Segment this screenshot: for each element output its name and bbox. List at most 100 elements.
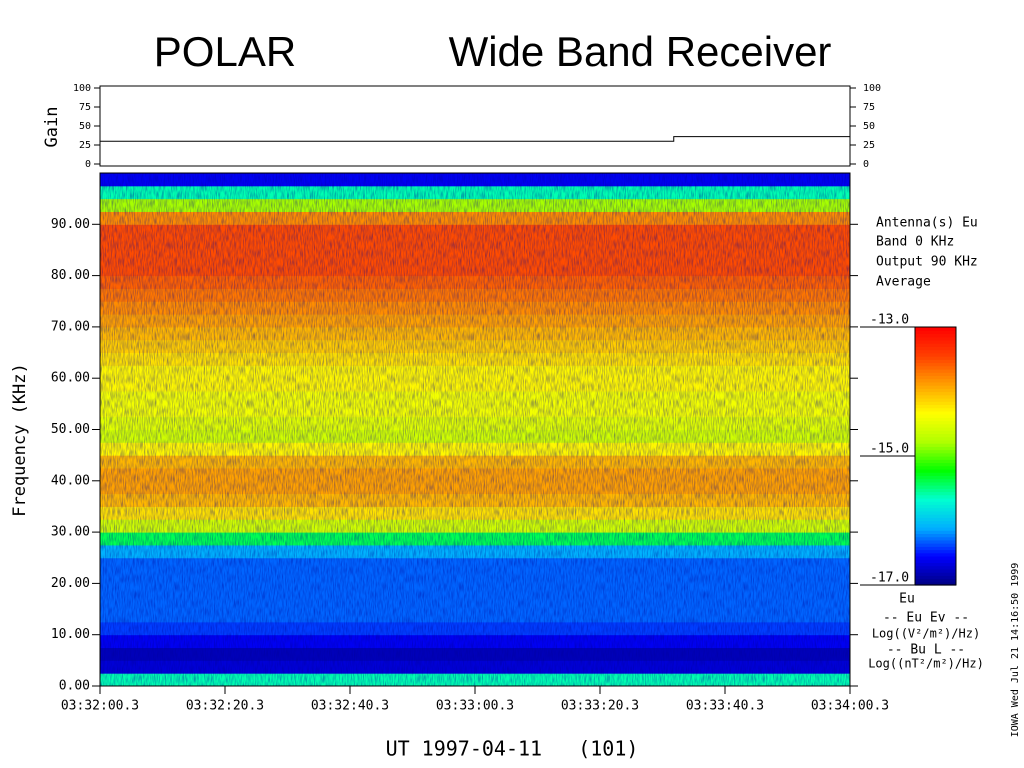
colorbar-cell [915,349,956,354]
colorbar-cell [915,462,956,467]
colorbar-cell [915,356,956,360]
colorbar-cell [915,410,956,415]
colorbar-cell [915,385,956,389]
colorbar-cell [915,562,956,567]
gain-tick-label: 75 [79,102,91,113]
x-tick-label: 03:32:00.3 [61,699,139,714]
gain-tick-label: 50 [79,121,91,132]
gain-tick-label: 25 [863,140,875,151]
colorbar-cell [915,420,956,425]
colorbar-cell [915,401,956,405]
colorbar-cell [915,443,956,447]
y-tick-label: 0.00 [59,679,90,694]
colorbar-cell [915,372,956,376]
colorbar-cell [915,368,956,373]
colorbar-cell [915,491,956,496]
colorbar-cell [915,572,956,576]
colorbar-cell [915,568,956,573]
colorbar-cell [915,456,956,460]
colorbar-cell [915,533,956,538]
colorbar-cell [915,578,956,583]
gain-frame [99,85,851,167]
y-tick-label: 30.00 [51,525,90,540]
colorbar-cell [915,346,956,351]
colorbar-cell [915,504,956,509]
x-tick-label: 03:33:40.3 [686,699,764,714]
colorbar-cell [915,507,956,512]
colorbar-cell [915,523,956,528]
colorbar-cell [915,530,956,534]
y-tick-label: 40.00 [51,473,90,488]
colorbar-cell [915,452,956,457]
colorbar-cell [915,336,956,341]
colorbar-cell [915,388,956,393]
units-label: Log((V²/m²)/Hz) [872,627,980,641]
colorbar-cell [915,520,956,525]
colorbar-cell [915,526,956,531]
colorbar-cell [915,485,956,489]
annotation: Output 90 KHz [876,255,978,270]
y-tick-label: 10.00 [51,627,90,642]
colorbar-cell [915,497,956,502]
colorbar-cell [915,510,956,515]
chart-title: Wide Band Receiver [449,28,832,75]
colorbar-cell [915,475,956,480]
y-tick-label: 50.00 [51,422,90,437]
colorbar-cell [915,365,956,370]
x-tick-label: 03:32:20.3 [186,699,264,714]
colorbar-label: Eu [899,592,915,607]
texture [100,173,850,686]
colorbar-cell [915,333,956,338]
colorbar-cell [915,552,956,557]
gain-tick-label: 100 [73,83,91,94]
colorbar-cell [915,549,956,554]
colorbar-cell [915,362,956,367]
colorbar-cell [915,459,956,464]
colorbar-cell [915,478,956,483]
colorbar-cell [915,381,956,386]
colorbar-cell [915,543,956,547]
colorbar-cell [915,407,956,412]
colorbar-cell [915,501,956,505]
colorbar-cell [915,517,956,522]
colorbar-cell [915,555,956,560]
colorbar-cell [915,433,956,438]
colorbar-cell [915,575,956,580]
x-tick-label: 03:34:00.3 [811,699,889,714]
gain-tick-label: 25 [79,140,91,151]
y-tick-label: 60.00 [51,371,90,386]
colorbar-cell [915,343,956,347]
colorbar-cell [915,397,956,402]
colorbar-cell [915,339,956,344]
colorbar-cell [915,436,956,441]
colorbar-cell [915,565,956,570]
colorbar-cell [915,375,956,380]
x-tick-label: 03:33:00.3 [436,699,514,714]
annotation: Antenna(s) Eu [876,216,978,231]
colorbar-cell [915,417,956,422]
colorbar-cell [915,394,956,399]
colorbar-cell [915,446,956,451]
x-axis-label: UT 1997-04-11 (101) [386,737,639,761]
colorbar-cell [915,465,956,470]
colorbar-cell [915,352,956,357]
colorbar-cell [915,559,956,564]
colorbar-cell [915,514,956,518]
colorbar-cell [915,494,956,499]
footer: IOWA Wed Jul 21 14:16:50 1999 [1010,563,1021,738]
gain-line [100,136,850,142]
colorbar-cell [915,327,956,331]
colorbar-cell [915,426,956,431]
colorbar-cell [915,488,956,493]
colorbar-cell [915,481,956,486]
units-label: -- Eu Ev -- [883,611,969,626]
colorbar-cell [915,423,956,428]
colorbar-cell [915,439,956,444]
units-label: -- Bu L -- [887,643,965,658]
colorbar-cell [915,536,956,541]
y-tick-label: 90.00 [51,217,90,232]
colorbar-cell [915,581,956,586]
colorbar-tick-label: -15.0 [870,442,909,457]
